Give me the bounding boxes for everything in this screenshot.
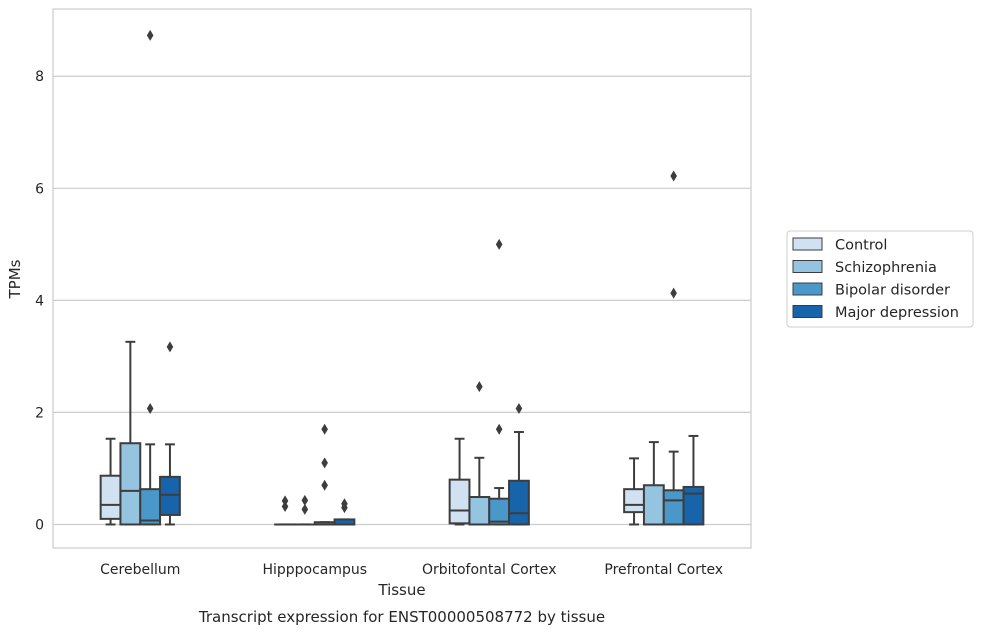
iqr-box xyxy=(448,478,471,525)
legend-label: Control xyxy=(835,238,887,254)
box-bipolar-disorder xyxy=(662,170,685,526)
legend: Control Schizophrenia Bipolar disorder Majo… xyxy=(786,230,974,328)
outlier-point xyxy=(321,457,328,469)
box-bipolar-disorder xyxy=(313,423,336,526)
y-tick-label: 8 xyxy=(35,69,44,85)
x-tick-labels: Cerebellum Hipppocampus Orbitofontal Corte… xyxy=(100,562,723,578)
outlier-point xyxy=(495,238,503,250)
iqr-box xyxy=(642,484,665,526)
outlier-point xyxy=(281,495,289,507)
plot-background xyxy=(53,9,751,548)
box-schizophrenia xyxy=(642,441,665,526)
legend-item: Bipolar disorder xyxy=(792,282,950,299)
iqr-box xyxy=(468,496,491,526)
iqr-box xyxy=(139,488,162,526)
box-schizophrenia xyxy=(293,494,316,526)
iqr-box xyxy=(99,474,122,520)
box-bipolar-disorder xyxy=(488,238,511,526)
box-bipolar-disorder xyxy=(139,29,162,526)
outlier-point xyxy=(321,423,328,435)
iqr-box xyxy=(159,475,181,516)
y-tick-label: 6 xyxy=(35,181,44,197)
outlier-point xyxy=(495,423,503,435)
legend-swatch xyxy=(792,260,823,273)
box-control xyxy=(274,495,296,526)
box-groups xyxy=(99,29,705,526)
legend-frame xyxy=(786,230,974,328)
outlier-point xyxy=(515,402,523,414)
box-major-depression xyxy=(333,498,356,526)
x-axis-label: Tissue xyxy=(377,581,425,599)
box-major-depression xyxy=(159,341,181,526)
legend-item: Schizophrenia xyxy=(792,260,937,276)
outlier-point xyxy=(301,503,309,515)
iqr-box xyxy=(508,479,530,526)
iqr-box xyxy=(682,485,705,526)
box-schizophrenia xyxy=(468,381,491,526)
legend-swatch xyxy=(792,282,823,296)
outlier-point xyxy=(281,501,289,513)
legend-label: Schizophrenia xyxy=(835,260,937,276)
y-axis-label: TPMs xyxy=(6,259,24,299)
legend-label: Bipolar disorder xyxy=(835,283,950,299)
y-tick-label: 4 xyxy=(35,293,44,309)
outlier-point xyxy=(146,29,154,41)
box-control xyxy=(623,457,645,526)
legend-swatch xyxy=(792,237,823,251)
iqr-box xyxy=(119,442,142,526)
y-tick-label: 0 xyxy=(35,517,44,533)
x-tick-label: Orbitofontal Cortex xyxy=(422,562,557,578)
x-tick-label: Hipppocampus xyxy=(262,562,367,578)
box-major-depression xyxy=(682,434,705,526)
legend-swatch xyxy=(792,305,823,318)
outlier-point xyxy=(670,170,677,182)
outlier-point xyxy=(476,381,483,393)
y-tick-label: 2 xyxy=(35,405,44,421)
plot-area xyxy=(52,8,752,549)
y-tick-labels: 0 2 4 6 8 xyxy=(35,69,44,533)
legend-item: Control xyxy=(792,237,887,254)
x-tick-label: Prefrontal Cortex xyxy=(604,562,723,578)
box-schizophrenia xyxy=(119,340,142,526)
outlier-point xyxy=(166,341,174,353)
x-tick-label: Cerebellum xyxy=(100,562,180,578)
chart-caption: Transcript expression for ENST0000050877… xyxy=(198,608,605,626)
legend-label: Major depression xyxy=(835,305,959,321)
iqr-box xyxy=(623,488,645,514)
box-control xyxy=(448,437,471,526)
iqr-box xyxy=(662,489,685,526)
plot-frame xyxy=(52,8,752,549)
legend-items: Control Schizophrenia Bipolar disorder Majo… xyxy=(792,237,959,321)
outlier-point xyxy=(321,479,328,491)
outlier-point xyxy=(341,498,348,510)
outlier-point xyxy=(146,402,154,414)
outlier-point xyxy=(670,287,677,299)
box-major-depression xyxy=(508,402,530,526)
iqr-box xyxy=(488,497,511,526)
legend-item: Major depression xyxy=(792,305,959,321)
outlier-point xyxy=(301,494,309,506)
